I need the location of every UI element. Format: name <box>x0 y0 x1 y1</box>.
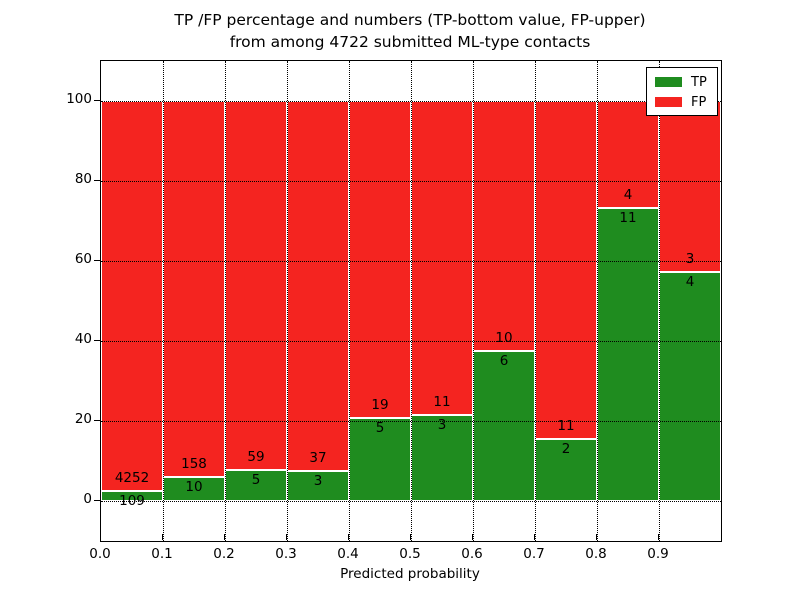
x-tick-mark <box>596 534 597 540</box>
tp-count-label: 6 <box>499 353 509 369</box>
vertical-gridline <box>473 61 474 541</box>
chart-title-line2: from among 4722 submitted ML-type contac… <box>229 33 591 51</box>
tp-count-label: 3 <box>437 417 447 434</box>
x-tick-mark <box>224 534 225 540</box>
bar-tp-segment <box>473 351 535 501</box>
fp-count-label: 19 <box>371 396 389 413</box>
bar-tp-segment <box>349 417 411 501</box>
legend-label: FP <box>691 94 707 110</box>
legend-label: TP <box>691 74 707 90</box>
x-tick-label: 0.3 <box>275 546 297 562</box>
y-tick-label: 0 <box>83 491 92 507</box>
x-tick-label: 0.8 <box>585 546 607 562</box>
vertical-gridline <box>535 61 536 541</box>
y-tick-mark <box>94 420 100 421</box>
y-tick-label: 40 <box>74 331 92 347</box>
horizontal-gridline <box>101 501 721 502</box>
bar-fp-segment <box>287 101 349 471</box>
x-tick-mark <box>472 534 473 540</box>
x-tick-label: 0.9 <box>647 546 669 562</box>
bar-tp-segment <box>535 439 597 501</box>
bar-tp-segment <box>659 272 721 501</box>
bar-fp-segment <box>535 101 597 440</box>
fp-count-label: 4 <box>623 186 633 203</box>
x-tick-mark <box>286 534 287 540</box>
x-tick-label: 0.2 <box>213 546 235 562</box>
vertical-gridline <box>659 61 660 541</box>
tp-count-label: 109 <box>119 493 145 509</box>
fp-count-label: 10 <box>495 330 513 346</box>
fp-count-label: 59 <box>247 448 265 465</box>
horizontal-gridline <box>101 181 721 182</box>
x-tick-mark <box>534 534 535 540</box>
y-tick-label: 60 <box>74 251 92 267</box>
vertical-gridline <box>287 61 288 541</box>
bar-fp-segment <box>349 101 411 418</box>
y-tick-mark <box>94 260 100 261</box>
x-tick-mark <box>100 534 101 540</box>
vertical-gridline <box>225 61 226 541</box>
x-tick-mark <box>658 534 659 540</box>
y-tick-label: 100 <box>66 91 92 107</box>
bar-tp-segment <box>101 491 163 501</box>
legend-swatch-tp <box>655 77 682 87</box>
bar-fp-segment <box>597 101 659 208</box>
horizontal-gridline <box>101 261 721 262</box>
x-tick-label: 0.1 <box>151 546 173 562</box>
y-tick-mark <box>94 340 100 341</box>
vertical-gridline <box>597 61 598 541</box>
horizontal-gridline <box>101 101 721 102</box>
fp-count-label: 4252 <box>114 470 150 486</box>
legend-swatch-fp <box>655 97 682 107</box>
tp-count-label: 2 <box>561 441 571 458</box>
y-tick-mark <box>94 100 100 101</box>
bar-fp-segment <box>411 101 473 416</box>
tp-count-label: 3 <box>313 473 323 489</box>
chart-title-line1: TP /FP percentage and numbers (TP-bottom… <box>174 11 646 29</box>
fp-count-label: 3 <box>685 251 695 268</box>
horizontal-gridline <box>101 341 721 342</box>
tp-count-label: 11 <box>619 209 637 226</box>
y-tick-label: 80 <box>74 171 92 187</box>
tp-count-label: 4 <box>685 274 695 291</box>
fp-count-label: 158 <box>181 456 207 473</box>
bar-fp-segment <box>225 101 287 470</box>
legend-row: FP <box>647 92 717 112</box>
y-tick-mark <box>94 500 100 501</box>
fp-count-label: 37 <box>309 450 327 466</box>
x-tick-label: 0.5 <box>399 546 421 562</box>
y-tick-label: 20 <box>74 411 92 427</box>
bar-fp-segment <box>659 101 721 273</box>
bar-fp-segment <box>101 101 163 491</box>
horizontal-gridline <box>101 421 721 422</box>
y-tick-mark <box>94 180 100 181</box>
x-tick-label: 0.7 <box>523 546 545 562</box>
fp-count-label: 11 <box>433 394 451 411</box>
x-tick-label: 0.0 <box>89 546 111 562</box>
x-axis-label: Predicted probability <box>340 566 480 582</box>
plot-area: 4252 109 158 10 59 5 37 3 19 5 11 3 10 6 11 2 4 11 3 4 TP FP <box>100 60 722 542</box>
x-tick-mark <box>410 534 411 540</box>
bar-tp-segment <box>597 207 659 501</box>
legend: TP FP <box>646 67 718 116</box>
tp-count-label: 5 <box>251 471 261 488</box>
legend-row: TP <box>647 72 717 92</box>
tp-count-label: 5 <box>375 419 385 436</box>
vertical-gridline <box>411 61 412 541</box>
x-tick-label: 0.4 <box>337 546 359 562</box>
x-tick-mark <box>162 534 163 540</box>
x-tick-mark <box>348 534 349 540</box>
vertical-gridline <box>349 61 350 541</box>
vertical-gridline <box>163 61 164 541</box>
chart-title: TP /FP percentage and numbers (TP-bottom… <box>100 9 720 53</box>
fp-count-label: 11 <box>557 418 575 435</box>
tp-count-label: 10 <box>185 479 203 496</box>
bar-tp-segment <box>411 415 473 501</box>
x-tick-label: 0.6 <box>461 546 483 562</box>
bar-fp-segment <box>473 101 535 351</box>
